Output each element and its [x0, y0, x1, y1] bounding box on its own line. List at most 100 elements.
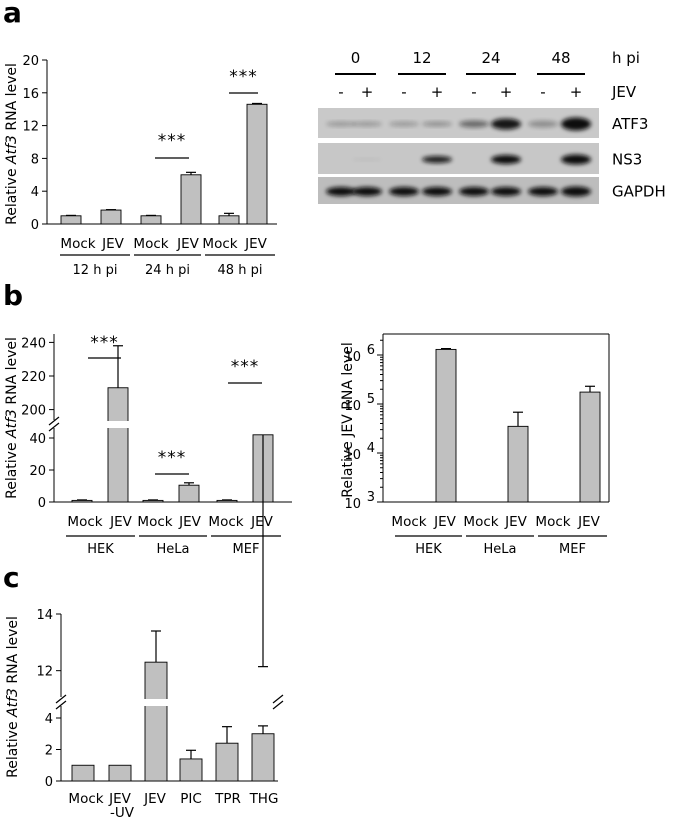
a-ytick-label: 20	[22, 54, 39, 69]
blot-timepoint-label: 48	[551, 49, 570, 67]
blot-jev-sign: -	[471, 83, 476, 101]
blot-band-atf3	[459, 120, 489, 128]
b-category-label: JEV	[250, 514, 274, 530]
blot-band-gapdh	[491, 187, 521, 196]
blot-band-atf3	[561, 117, 591, 131]
br-category-label: JEV	[433, 514, 457, 530]
b-bar	[142, 499, 164, 503]
a-bar	[140, 215, 162, 225]
blot-band-gapdh	[352, 187, 382, 196]
c-category-label: Mock	[68, 791, 103, 807]
br-category-label: Mock	[463, 514, 498, 530]
c-bar	[215, 742, 239, 782]
blot-timepoint-label: 0	[351, 49, 361, 67]
blot-band-gapdh	[326, 187, 356, 196]
blot-band-atf3	[528, 120, 558, 128]
b-group-label: MEF	[233, 542, 260, 557]
c-ytick-label: 12	[36, 665, 53, 680]
blot-band-label: NS3	[612, 151, 642, 169]
blot-jev-sign: -	[338, 83, 343, 101]
blot-timepoint-label: 12	[412, 49, 431, 67]
c-category-label: JEV	[143, 791, 167, 807]
b-bar	[71, 499, 93, 503]
br-group-label: HeLa	[484, 542, 517, 557]
a-y-axis-label: Relative Atf3 RNA level	[4, 63, 20, 225]
a-bar	[218, 215, 240, 225]
br-ytick-label: 10	[344, 497, 361, 512]
b-group-label: HeLa	[157, 542, 190, 557]
a-ytick-label: 12	[22, 120, 39, 135]
b-significance-stars: ***	[158, 448, 187, 468]
blot-band-atf3	[389, 121, 419, 127]
br-ytick-exponent: 3	[367, 490, 375, 505]
a-category-label: JEV	[101, 236, 125, 252]
blot-jev-sign: +	[431, 83, 444, 101]
panel-a-label: a	[3, 0, 22, 29]
blot-jev-sign: +	[500, 83, 513, 101]
c-ytick-label: 14	[36, 608, 53, 623]
a-bar	[60, 215, 82, 225]
br-category-label: JEV	[577, 514, 601, 530]
b-category-label: JEV	[109, 514, 133, 530]
b-y-axis-label: Relative Atf3 RNA level	[4, 337, 20, 499]
a-category-label: JEV	[244, 236, 268, 252]
a-group-label: 24 h pi	[145, 263, 190, 278]
blot-band-gapdh	[561, 186, 591, 197]
blot-band-gapdh	[422, 187, 452, 196]
b-bar	[178, 484, 200, 503]
b-bar-break-gap	[106, 421, 130, 428]
a-ytick-label: 8	[31, 152, 39, 167]
br-y-axis-label: Relative JEV RNA level	[340, 342, 356, 497]
blot-band-label: GAPDH	[612, 183, 666, 201]
br-category-label: Mock	[535, 514, 570, 530]
br-category-label: JEV	[504, 514, 528, 530]
b-ytick-label: 200	[21, 404, 46, 419]
br-bar	[579, 391, 601, 503]
a-category-label: JEV	[176, 236, 200, 252]
c-bar	[108, 764, 132, 782]
c-category-label: TPR	[214, 791, 241, 807]
a-significance-stars: ***	[229, 67, 258, 87]
a-significance-stars: ***	[158, 131, 187, 151]
b-group-label: HEK	[87, 542, 114, 557]
a-category-label: Mock	[202, 236, 237, 252]
br-ytick-label: 10	[344, 350, 361, 365]
blot-band-gapdh	[389, 187, 419, 196]
b-ytick-label: 40	[29, 432, 46, 447]
c-category-label: -UV	[110, 805, 135, 818]
a-bar	[100, 209, 122, 225]
a-category-label: Mock	[60, 236, 95, 252]
blot-jev-label: JEV	[611, 83, 637, 101]
c-ytick-label: 0	[45, 775, 53, 790]
br-bar	[435, 348, 457, 503]
a-bar	[246, 103, 268, 225]
blot-jev-sign: +	[570, 83, 583, 101]
a-ytick-label: 0	[31, 218, 39, 233]
a-ytick-label: 16	[22, 87, 39, 102]
b-ytick-label: 220	[21, 370, 46, 385]
b-ytick-label: 240	[21, 336, 46, 351]
br-group-label: MEF	[559, 542, 586, 557]
blot-band-ns3	[352, 158, 382, 161]
b-axis-break-mark	[48, 416, 60, 426]
a-category-label: Mock	[133, 236, 168, 252]
c-category-label: PIC	[180, 791, 202, 807]
blot-band-ns3	[422, 156, 452, 163]
b-significance-stars: ***	[231, 357, 260, 377]
blot-band-gapdh	[459, 187, 489, 196]
blot-jev-sign: -	[540, 83, 545, 101]
b-significance-stars: ***	[90, 333, 119, 353]
c-ytick-label: 2	[45, 744, 53, 759]
c-axis-break-mark	[55, 700, 67, 710]
a-ytick-label: 4	[31, 185, 39, 200]
b-bar	[216, 499, 238, 503]
panel-b-label: b	[3, 279, 23, 312]
c-category-label: JEV	[108, 791, 132, 807]
blot-timepoint-label: 24	[481, 49, 500, 67]
br-ytick-exponent: 6	[367, 343, 375, 358]
b-ytick-label: 20	[29, 464, 46, 479]
